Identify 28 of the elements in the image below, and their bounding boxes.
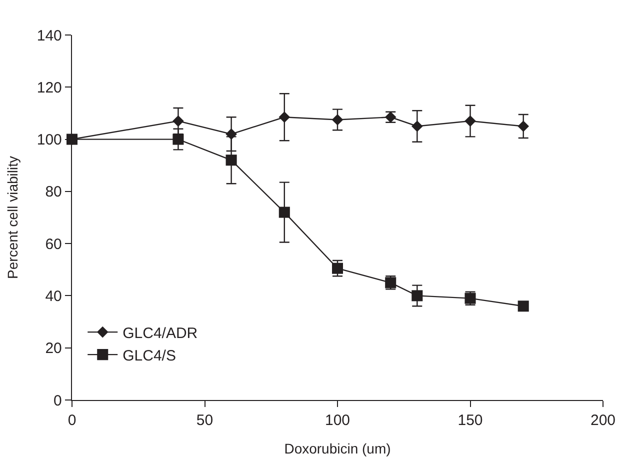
point	[412, 290, 423, 302]
point	[464, 115, 476, 127]
legend-label: GLC4/ADR	[122, 324, 198, 342]
y-tick-label: 20	[45, 340, 62, 358]
legend-label: GLC4/S	[122, 347, 176, 364]
point	[411, 120, 423, 132]
point	[278, 206, 290, 218]
point	[172, 134, 184, 145]
point	[518, 300, 529, 312]
y-tick-label: 60	[45, 236, 62, 253]
point	[278, 111, 290, 123]
point	[332, 114, 344, 126]
x-tick-label: 100	[324, 412, 350, 430]
y-tick-label: 80	[45, 184, 62, 201]
x-tick-label: 200	[590, 412, 616, 430]
x-tick-label: 0	[68, 412, 76, 430]
point	[172, 115, 184, 127]
y-tick-label: 120	[36, 79, 62, 96]
y-tick-label: 0	[54, 392, 62, 410]
y-axis-title: Percent cell viability	[4, 156, 20, 279]
y-tick-label: 140	[36, 27, 62, 44]
y-tick-label: 40	[45, 288, 62, 305]
x-tick-label: 50	[196, 412, 214, 430]
x-axis-title: Doxorubicin (um)	[284, 440, 391, 456]
point	[518, 120, 530, 132]
x-tick-label: 150	[458, 412, 483, 430]
y-tick-label: 100	[36, 132, 62, 149]
point	[226, 154, 237, 166]
